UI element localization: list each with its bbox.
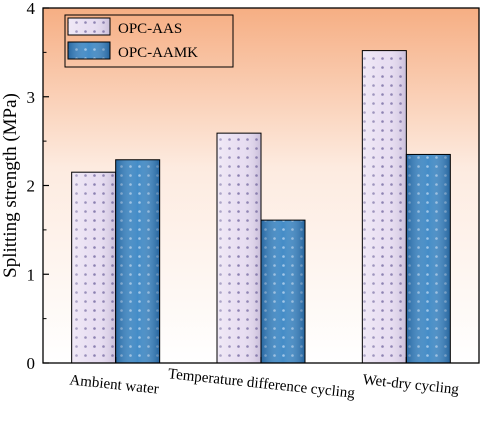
bar-opc-aas-0 (71, 171, 117, 364)
bar-outline (260, 219, 306, 364)
x-category-label: Temperature difference cycling (167, 366, 356, 402)
legend-swatch-outline (67, 17, 111, 36)
legend-label: OPC-AAS (118, 21, 182, 37)
y-tick-label: 2 (27, 177, 36, 196)
bar-opc-aamk-1 (260, 219, 306, 364)
bar-outline (71, 171, 117, 364)
bar-outline (115, 159, 161, 364)
legend-item-opc-aas: OPC-AAS (67, 17, 182, 37)
y-tick-label: 4 (27, 0, 36, 18)
legend-label: OPC-AAMK (118, 45, 198, 61)
y-axis-title: Splitting strength (MPa) (0, 93, 21, 278)
bar-opc-aamk-0 (115, 159, 161, 364)
x-category-label: Wet-dry cycling (362, 372, 460, 398)
y-tick-label: 1 (27, 265, 36, 284)
y-tick-label: 0 (27, 354, 36, 373)
bar-outline (405, 153, 451, 364)
legend-swatch-outline (67, 41, 111, 60)
bar-opc-aas-2 (361, 50, 407, 364)
x-category-labels: Ambient water Temperature difference cycl… (69, 366, 460, 402)
bar-opc-aas-1 (216, 132, 262, 364)
legend-box (64, 14, 234, 68)
legend: OPC-AAS OPC-AAMK (64, 14, 234, 68)
bar-opc-aamk-2 (405, 153, 451, 364)
legend-item-opc-aamk: OPC-AAMK (67, 41, 198, 61)
y-tick-label: 3 (27, 88, 36, 107)
axes-group (42, 7, 480, 364)
bar-outline (216, 132, 262, 364)
x-category-label: Ambient water (69, 372, 160, 397)
y-tick-labels: 0 1 2 3 4 (27, 0, 36, 373)
bars-group (71, 50, 451, 364)
bar-outline (361, 50, 407, 364)
